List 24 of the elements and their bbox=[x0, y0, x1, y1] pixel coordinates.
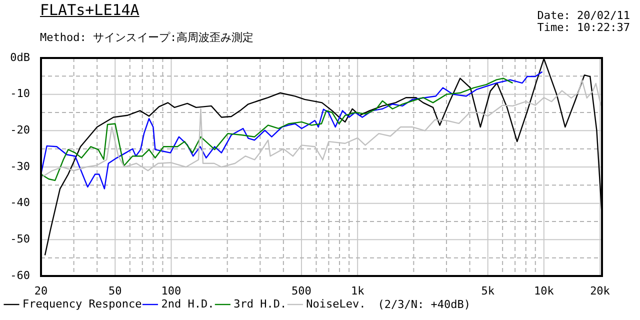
x-tick-label: 100 bbox=[161, 284, 182, 298]
x-tick-label: 20 bbox=[34, 284, 48, 298]
chart-subtitle: Method: サインスイープ:高周波歪み測定 bbox=[40, 31, 254, 44]
y-tick-label: -60 bbox=[10, 268, 30, 282]
legend-label: Frequency Responce bbox=[22, 297, 142, 310]
legend-label: 2nd H.D. bbox=[161, 297, 214, 310]
chart-title: FLATs+LE14A bbox=[40, 1, 140, 19]
y-tick-label: 0dB bbox=[10, 50, 30, 64]
x-tick-label: 50 bbox=[108, 284, 122, 298]
text: (2/3/N: +40dB) bbox=[378, 298, 470, 311]
y-tick-label: -40 bbox=[10, 196, 30, 210]
legend-label: 3rd H.D. bbox=[234, 297, 287, 310]
y-tick-label: -10 bbox=[10, 87, 30, 100]
y-tick-label: -30 bbox=[10, 160, 30, 173]
text: Date: 20/02/11 bbox=[537, 9, 630, 22]
x-tick-label: 20k bbox=[590, 284, 610, 298]
y-tick-label: -50 bbox=[10, 232, 30, 246]
y-tick-label: -20 bbox=[10, 124, 30, 137]
text: Time: 10:22:37 bbox=[537, 21, 630, 34]
x-tick-label: 5k bbox=[481, 284, 495, 298]
x-tick-label: 500 bbox=[292, 284, 312, 298]
legend-label: NoiseLev. bbox=[306, 297, 366, 310]
x-tick-label: 10k bbox=[534, 284, 554, 298]
x-tick-label: 1k bbox=[350, 284, 365, 298]
